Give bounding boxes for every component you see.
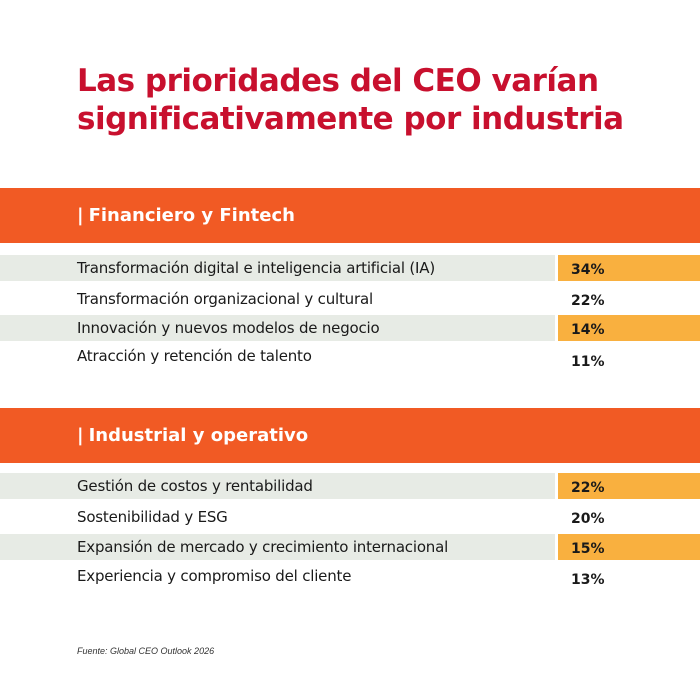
row-value: 22% <box>571 480 605 496</box>
table-row: Expansión de mercado y crecimiento inter… <box>0 534 700 560</box>
row-value: 11% <box>571 354 605 370</box>
section-divider-mark: | <box>77 205 84 226</box>
row-value: 34% <box>571 262 605 278</box>
table-row: Experiencia y compromiso del cliente 13% <box>0 563 700 589</box>
row-value: 14% <box>571 322 605 338</box>
table-row: Innovación y nuevos modelos de negocio 1… <box>0 315 700 341</box>
row-label: Transformación organizacional y cultural <box>77 290 373 308</box>
row-label: Transformación digital e inteligencia ar… <box>77 259 435 277</box>
section-title: Industrial y operativo <box>88 425 309 446</box>
row-value: 13% <box>571 572 605 588</box>
source-note: Fuente: Global CEO Outlook 2026 <box>77 646 215 656</box>
section-title: Financiero y Fintech <box>88 205 295 226</box>
table-row: Transformación digital e inteligencia ar… <box>0 255 700 281</box>
row-label: Innovación y nuevos modelos de negocio <box>77 319 380 337</box>
row-label: Gestión de costos y rentabilidad <box>77 477 313 495</box>
row-value: 20% <box>571 511 605 527</box>
row-label: Experiencia y compromiso del cliente <box>77 567 352 585</box>
page-title: Las prioridades del CEO varían significa… <box>77 63 624 137</box>
table-row: Sostenibilidad y ESG 20% <box>0 504 700 530</box>
table-row: Gestión de costos y rentabilidad 22% <box>0 473 700 499</box>
table-row: Atracción y retención de talento 11% <box>0 343 700 370</box>
row-value: 15% <box>571 541 605 557</box>
section-divider-mark: | <box>77 425 84 446</box>
section-header-industrial: | Industrial y operativo <box>0 408 700 463</box>
table-row: Transformación organizacional y cultural… <box>0 286 700 312</box>
row-value: 22% <box>571 293 605 309</box>
row-label: Sostenibilidad y ESG <box>77 508 228 526</box>
row-label: Atracción y retención de talento <box>77 347 312 365</box>
row-label: Expansión de mercado y crecimiento inter… <box>77 538 449 556</box>
section-header-financiero: | Financiero y Fintech <box>0 188 700 243</box>
